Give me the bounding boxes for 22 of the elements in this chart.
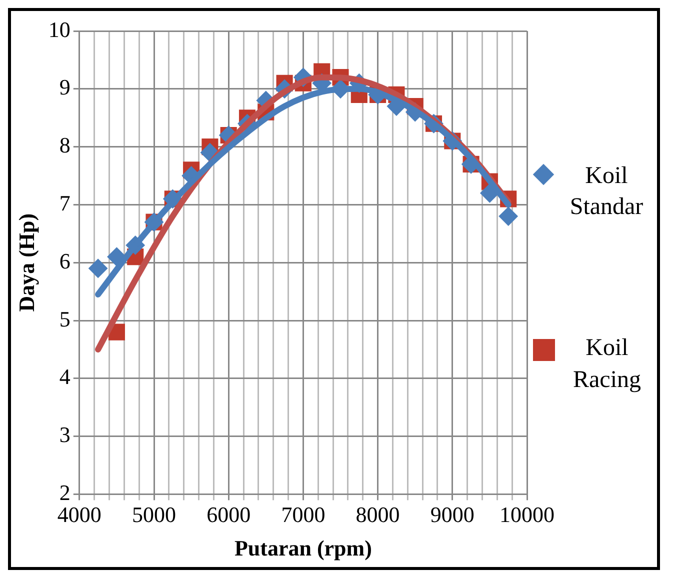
x-tick-label: 9000 <box>430 502 474 528</box>
x-tick-label: 6000 <box>206 502 251 528</box>
y-tick-label: 5 <box>59 306 70 332</box>
x-tick-label: 7000 <box>281 502 326 528</box>
y-tick-label: 3 <box>59 422 70 448</box>
y-tick-label: 10 <box>48 16 70 42</box>
y-axis-title: Daya (Hp) <box>14 213 39 312</box>
x-tick-label: 4000 <box>57 502 102 528</box>
y-tick-label: 2 <box>59 480 70 505</box>
legend-label: Koil Standar <box>568 162 644 222</box>
legend-label: Koil Racing <box>572 334 642 395</box>
point <box>498 206 518 226</box>
x-tick-label: 8000 <box>356 502 400 528</box>
y-tick-label: 7 <box>59 190 70 216</box>
x-axis-title: Putaran (rpm) <box>234 535 372 560</box>
x-tick-label: 5000 <box>132 502 176 528</box>
point <box>88 258 108 278</box>
y-tick-label: 4 <box>59 364 70 390</box>
y-tick-label: 9 <box>59 74 70 100</box>
y-tick-label: 6 <box>59 248 70 274</box>
x-tick-label: 10000 <box>500 502 554 528</box>
y-tick-label: 8 <box>59 132 70 158</box>
